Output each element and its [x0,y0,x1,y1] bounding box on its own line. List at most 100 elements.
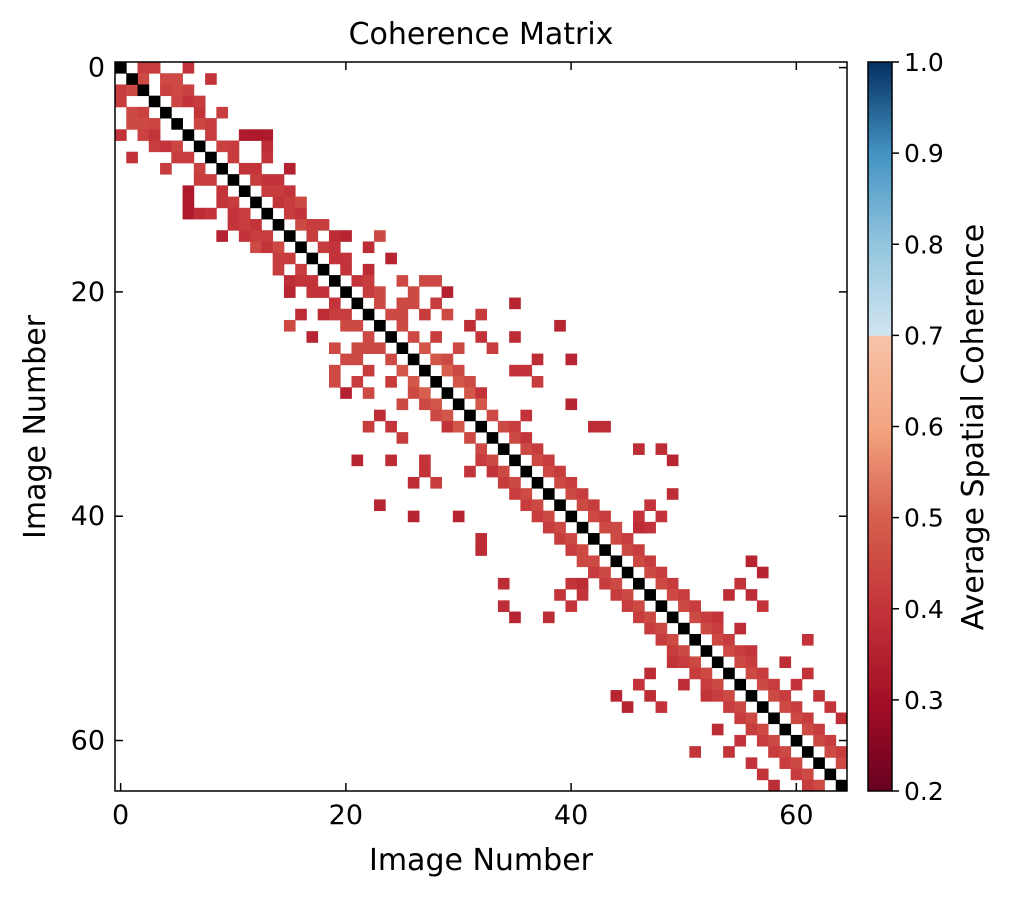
heatmap-cell [419,308,431,321]
heatmap-cell [396,432,409,444]
diagonal-cell [317,263,330,276]
heatmap-cell [835,746,848,758]
heatmap-cell [520,364,533,377]
heatmap-cell [295,275,307,287]
heatmap-cell [430,476,442,489]
heatmap-cell [407,376,420,388]
heatmap-cell [216,196,229,209]
heatmap-cell [678,600,690,612]
heatmap-cell [644,690,656,702]
heatmap-cell [610,533,623,545]
heatmap-cell [385,454,397,467]
diagonal-cell [711,656,724,669]
heatmap-cell [644,499,656,512]
heatmap-cell [160,84,172,97]
heatmap-cell [587,555,600,568]
heatmap-cell [745,645,758,657]
heatmap-cell [700,667,713,680]
heatmap-cell [272,241,285,254]
heatmap-cell [599,521,611,534]
heatmap-cell [565,577,578,590]
heatmap-cell [385,353,397,366]
heatmap-cell [711,633,724,646]
heatmap-cell [666,645,679,657]
heatmap-cell [340,353,352,366]
x-tick-label: 20 [329,800,363,831]
heatmap-cell [711,678,724,691]
heatmap-cell [115,84,127,97]
colorbar-tick-label: 0.6 [904,413,944,442]
colorbar-tick-label: 1.0 [904,48,944,77]
heatmap-cell [306,230,319,242]
heatmap-cell [216,230,229,242]
diagonal-cell [148,95,161,108]
heatmap-cell [407,510,420,523]
heatmap-cell [362,263,375,276]
heatmap-cell [362,331,375,343]
heatmap-cell [419,398,431,411]
heatmap-cell [509,364,521,377]
heatmap-cell [801,712,814,725]
diagonal-cell [340,286,352,298]
heatmap-cell [137,129,150,141]
heatmap-cell [182,95,195,108]
heatmap-cell [633,521,645,534]
colorbar-tick-label: 0.7 [904,321,944,350]
heatmap-cell [396,364,409,377]
heatmap-cell [768,690,780,702]
heatmap-cell [362,364,375,377]
heatmap-cell [531,353,544,366]
diagonal-cell [295,241,307,254]
heatmap-cell [430,297,442,310]
diagonal-cell [689,633,701,646]
heatmap-cell [531,510,544,523]
heatmap-cell [340,263,352,276]
heatmap-cell [509,488,521,500]
y-tick-label: 60 [71,726,105,757]
x-axis-label: Image Number [369,843,594,878]
heatmap-cell [430,275,442,287]
heatmap-cell [182,151,195,164]
heatmap-cell [497,420,510,433]
diagonal-cell [542,488,555,500]
diagonal-cell [205,151,217,164]
heatmap-cell [745,555,758,568]
heatmap-cell [813,690,825,702]
heatmap-cell [779,757,792,769]
heatmap-cell [565,398,578,411]
heatmap-cell [813,734,825,747]
diagonal-cell [238,185,251,197]
y-axis-ticks: 0 20 40 60 [71,53,847,757]
heatmap-cell [509,331,521,343]
diagonal-cell [261,207,274,220]
heatmap-cell [441,364,454,377]
heatmap-cell [576,577,589,590]
heatmap-cell [497,577,510,590]
heatmap-cell [599,510,611,523]
heatmap-cell [452,420,465,433]
heatmap-cell [385,420,397,433]
heatmap-cell [621,533,634,545]
heatmap-cell [193,95,206,108]
heatmap-cell [531,454,544,467]
heatmap-cell [362,387,375,399]
heatmap-cell [148,140,161,153]
heatmap-cell [745,667,758,680]
heatmap-cell [295,263,307,276]
heatmap-cell [745,757,758,769]
heatmap-cell [216,185,229,197]
heatmap-cell [385,308,397,321]
heatmap-cell [475,533,488,545]
heatmap-cell [678,678,690,691]
heatmap-cell [486,409,499,422]
heatmap-cell [160,140,172,153]
colorbar-tick-label: 0.4 [904,595,944,624]
heatmap-cell [430,409,442,422]
heatmap-cell [587,420,600,433]
heatmap-cell [362,342,375,354]
heatmap-cell [328,297,341,310]
colorbar-tick-label: 0.9 [904,139,944,168]
heatmap-cell [644,667,656,680]
heatmap-cell [599,420,611,433]
diagonal-cell [497,443,510,455]
